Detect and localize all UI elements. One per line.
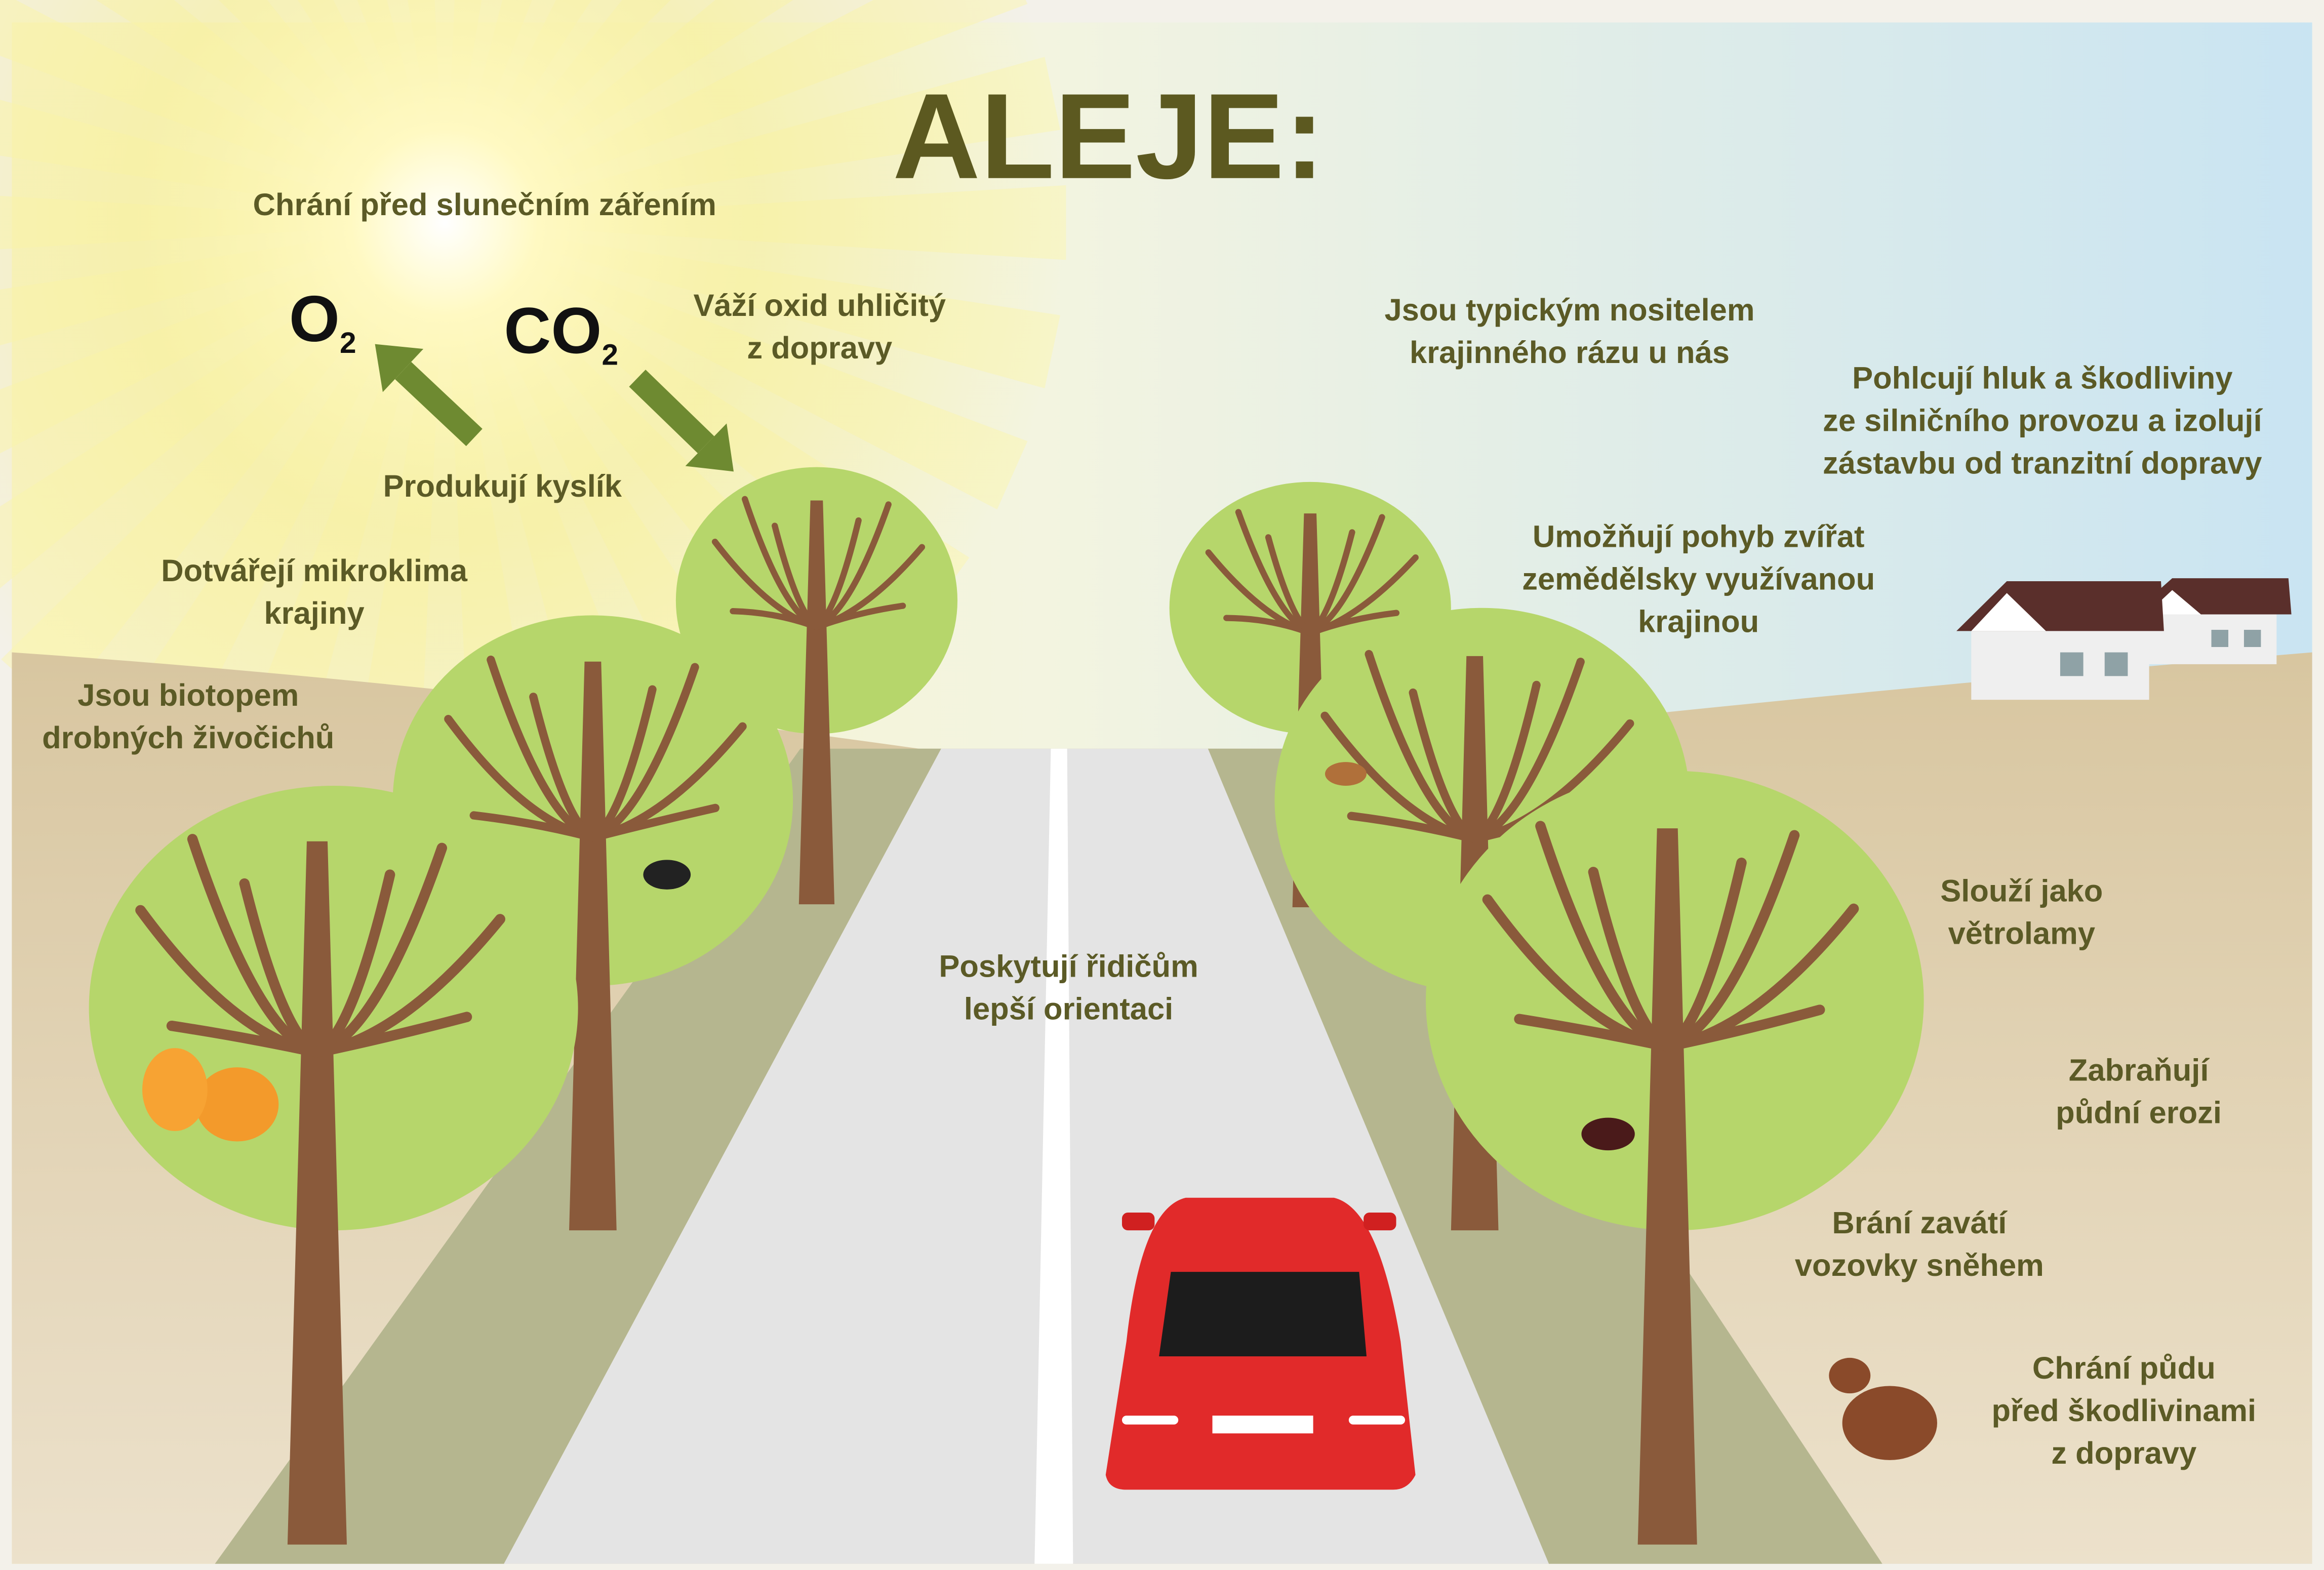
label-line: krajiny — [264, 596, 364, 631]
window — [2060, 653, 2083, 676]
label-line: Umožňují pohyb zvířat — [1533, 519, 1865, 554]
label-line: krajinného rázu u nás — [1410, 335, 1730, 370]
benefit-label: Chrání před slunečním zářením — [253, 187, 716, 222]
label-line: větrolamy — [1948, 916, 2095, 951]
label-line: Chrání před slunečním zářením — [253, 187, 716, 222]
formula-subscript: 2 — [602, 339, 618, 372]
title: ALEJE: — [893, 68, 1325, 204]
label-line: lepší orientaci — [964, 992, 1173, 1027]
label-line: zástavbu od tranzitní dopravy — [1823, 446, 2262, 480]
rabbit — [1842, 1386, 1937, 1460]
label-line: krajinou — [1638, 605, 1759, 639]
bird — [643, 860, 691, 890]
infographic: ALEJE:O2CO2Chrání před slunečním zářením… — [0, 0, 2324, 1570]
label-line: drobných živočichů — [42, 720, 334, 755]
benefit-label: Produkují kyslík — [383, 469, 622, 504]
car-mirror — [1364, 1213, 1396, 1230]
label-line: Brání zavátí — [1832, 1205, 2008, 1240]
car-mirror — [1122, 1213, 1154, 1230]
label-line: zemědělsky využívanou — [1522, 562, 1875, 597]
label-line: Váží oxid uhličitý — [693, 288, 946, 323]
window — [2244, 630, 2261, 647]
label-line: Jsou typickým nositelem — [1384, 293, 1754, 328]
squirrel — [195, 1067, 278, 1141]
label-line: z dopravy — [747, 331, 892, 366]
label-line: vozovky sněhem — [1795, 1248, 2044, 1283]
rabbit-head — [1829, 1358, 1870, 1393]
window — [2212, 630, 2228, 647]
page: ALEJE:O2CO2Chrání před slunečním zářením… — [0, 0, 2324, 1570]
label-line: půdní erozi — [2056, 1096, 2222, 1131]
chemical-formula: CO2 — [504, 294, 618, 371]
car-window — [1159, 1272, 1367, 1356]
label-line: Jsou biotopem — [77, 678, 299, 713]
label-line: Chrání půdu — [2032, 1351, 2216, 1386]
benefit-label: Pohlcují hluk a škodliviny ze silničního … — [1823, 360, 2263, 480]
car-light — [1122, 1416, 1178, 1425]
label-line: Poskytují řidičům — [939, 949, 1198, 984]
label-line: před škodlivinami — [1991, 1393, 2256, 1428]
label-line: Slouží jako — [1940, 873, 2103, 908]
formula-subscript: 2 — [340, 327, 356, 359]
label-line: Dotvářejí mikroklima — [161, 553, 468, 588]
label-line: Pohlcují hluk a škodliviny — [1852, 360, 2232, 395]
bird — [1325, 762, 1367, 786]
window — [2105, 653, 2128, 676]
squirrel-tail — [142, 1048, 208, 1131]
label-line: Zabraňují — [2069, 1053, 2210, 1088]
label-line: ze silničního provozu a izolují — [1823, 403, 2263, 438]
label-line: z dopravy — [2051, 1436, 2196, 1471]
label-line: Produkují kyslík — [383, 469, 622, 504]
formula-symbol: CO — [504, 294, 602, 367]
bird — [1581, 1118, 1634, 1150]
car-plate — [1213, 1416, 1313, 1433]
car-light — [1349, 1416, 1405, 1425]
formula-symbol: O — [289, 283, 340, 355]
